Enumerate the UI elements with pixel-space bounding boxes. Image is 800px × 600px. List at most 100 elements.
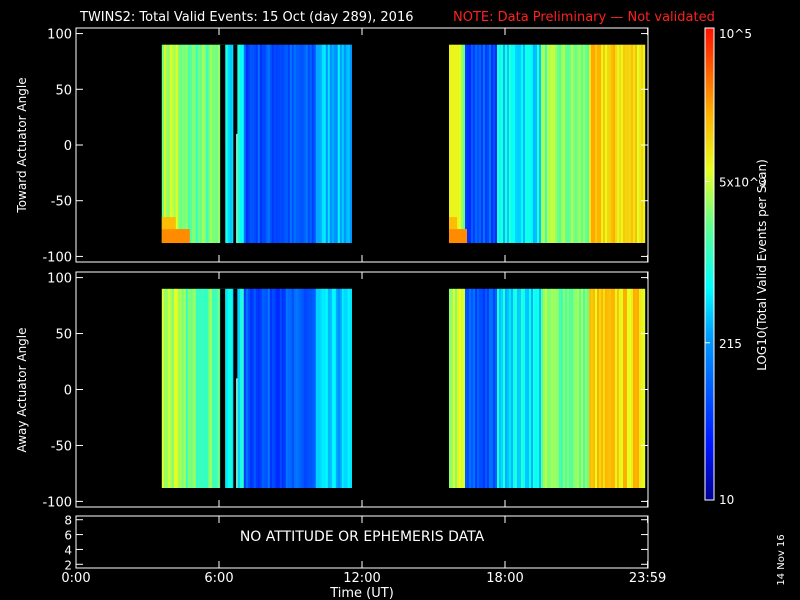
heatmap-column [191,288,194,488]
heatmap-column [457,44,460,244]
heatmap-column [641,288,644,488]
heatmap-column [315,288,318,488]
heatmap-column [607,44,610,244]
heatmap-column [555,288,558,488]
heatmap-column [305,44,308,244]
heatmap-column [207,44,210,244]
heatmap-column [475,44,478,244]
heatmap-column [193,288,196,488]
heatmap-column [631,288,634,488]
heatmap-column [329,288,332,488]
heatmap-column [239,288,242,488]
heatmap-column [281,44,284,244]
heatmap-column [525,288,528,488]
heatmap-column [539,44,542,244]
data-gap [233,288,238,488]
heatmap-column [313,44,316,244]
heatmap-column [287,44,290,244]
heatmap-column [485,288,488,488]
x-tick-label: 23:59 [629,571,666,586]
heatmap-column [309,44,312,244]
heatmap-hotspot [448,229,467,244]
heatmap-column [587,288,590,488]
heatmap-column [533,288,536,488]
heatmap-column [277,288,280,488]
heatmap-column [479,288,482,488]
heatmap-segment [161,288,352,488]
heatmap-column [217,288,220,488]
heatmap-column [197,288,200,488]
heatmap-column [617,288,620,488]
heatmap-column [467,288,470,488]
heatmap-column [211,44,214,244]
heatmap-column [265,44,268,244]
y-tick-label: 50 [55,328,72,343]
heatmap-column [581,288,584,488]
heatmap-column [185,288,188,488]
heatmap-column [161,288,164,488]
heatmap-column [249,288,252,488]
heatmap-column [573,288,576,488]
heatmap-column [601,288,604,488]
heatmap-column [203,44,206,244]
heatmap-column [249,44,252,244]
heatmap-column [593,44,596,244]
toward-ylabel: Toward Actuator Angle [15,77,29,213]
y-tick-label: 50 [55,83,72,98]
heatmap-column [469,44,472,244]
heatmap-column [643,44,646,244]
heatmap-column [257,44,260,244]
heatmap-column [607,288,610,488]
heatmap-column [527,288,530,488]
heatmap-column [623,288,626,488]
colorbar [704,27,715,501]
heatmap-column [597,288,600,488]
heatmap-column [625,44,628,244]
heatmap-column [545,288,548,488]
heatmap-column [231,288,234,488]
date-stamp: 14 Nov 16 [776,534,787,585]
heatmap-column [455,44,458,244]
heatmap-column [243,44,246,244]
heatmap-column [169,288,172,488]
heatmap-column [293,288,296,488]
heatmap-column [291,44,294,244]
heatmap-column [615,288,618,488]
heatmap-column [489,44,492,244]
heatmap-column [215,288,218,488]
heatmap-column [449,288,452,488]
heatmap-column [327,288,330,488]
heatmap-column [615,44,618,244]
heatmap-column [347,44,350,244]
heatmap-column [217,44,220,244]
heatmap-column [169,44,172,244]
heatmap-column [507,44,510,244]
heatmap-column [609,288,612,488]
heatmap-column [275,44,278,244]
heatmap-column [257,288,260,488]
heatmap-column [627,288,630,488]
heatmap-column [271,288,274,488]
y-tick-label: 100 [47,272,72,287]
heatmap-column [227,44,230,244]
heatmap-column [605,288,608,488]
heatmap-column [189,288,192,488]
heatmap-column [461,44,464,244]
heatmap-column [311,44,314,244]
heatmap-column [349,44,352,244]
heatmap-column [215,44,218,244]
heatmap-column [229,288,232,488]
heatmap-column [307,288,310,488]
heatmap-column [259,288,262,488]
heatmap-column [603,44,606,244]
heatmap-column [339,288,342,488]
heatmap-column [489,288,492,488]
heatmap-column [477,44,480,244]
heatmap-column [601,44,604,244]
heatmap-column [193,44,196,244]
x-tick-label: 0:00 [61,571,90,586]
heatmap-column [579,44,582,244]
heatmap-column [183,44,186,244]
heatmap-column [179,288,182,488]
heatmap-column [475,288,478,488]
